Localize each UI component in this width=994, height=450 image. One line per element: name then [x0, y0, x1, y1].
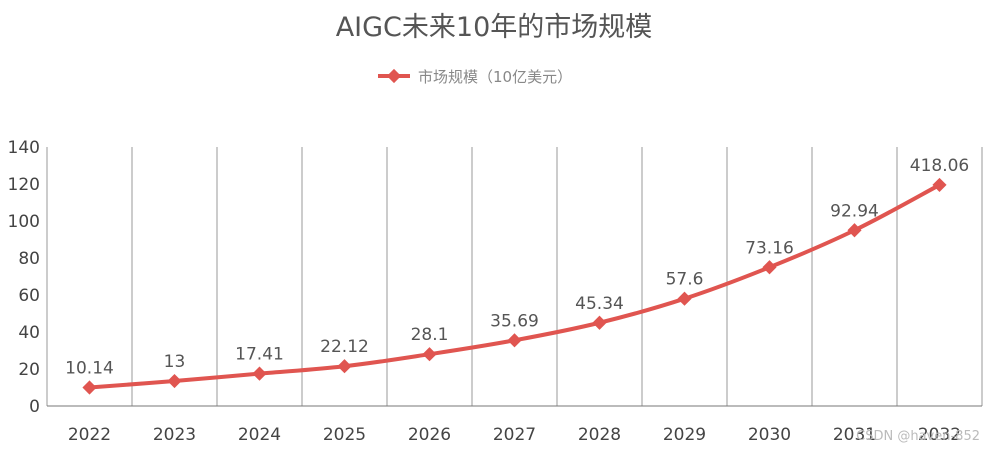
data-point-marker — [252, 366, 267, 381]
y-tick-label: 20 — [18, 360, 40, 380]
y-tick-label: 0 — [29, 397, 40, 417]
data-point-marker — [932, 177, 947, 192]
x-tick-label: 2029 — [663, 425, 706, 445]
data-point-marker — [337, 359, 352, 374]
data-point-marker — [507, 333, 522, 348]
data-point-marker — [847, 223, 862, 238]
data-point-marker — [677, 291, 692, 306]
y-tick-label: 60 — [18, 286, 40, 306]
y-tick-label: 140 — [8, 138, 40, 158]
data-label: 22.12 — [320, 337, 369, 357]
data-label: 418.06 — [910, 156, 969, 176]
data-label: 17.41 — [235, 345, 284, 365]
y-tick-label: 100 — [8, 212, 40, 232]
legend-diamond-marker — [386, 68, 402, 84]
x-tick-label: 2027 — [493, 425, 536, 445]
x-tick-label: 2023 — [153, 425, 196, 445]
chart-title: AIGC未来10年的市场规模 — [336, 12, 653, 43]
data-label: 57.6 — [666, 270, 704, 290]
data-point-marker — [592, 315, 607, 330]
data-label: 45.34 — [575, 294, 624, 314]
watermark: CSDN @haven-852 — [856, 429, 980, 444]
data-label: 35.69 — [490, 311, 539, 331]
y-tick-label: 40 — [18, 323, 40, 343]
series-market-size — [82, 177, 947, 395]
y-tick-label: 80 — [18, 249, 40, 269]
x-tick-label: 2031 — [833, 425, 876, 445]
data-label: 13 — [164, 352, 186, 372]
x-tick-label: 2032 — [918, 425, 961, 445]
grid-lines — [46, 147, 983, 406]
data-point-marker — [762, 260, 777, 275]
data-label: 92.94 — [830, 201, 879, 221]
y-tick-label: 120 — [8, 175, 40, 195]
legend-label: 市场规模（10亿美元） — [418, 68, 572, 86]
x-tick-label: 2026 — [408, 425, 451, 445]
data-label: 10.14 — [65, 359, 114, 379]
x-axis-ticks: 2022 2023 2024 2025 2026 2027 2028 2029 2030 2031… — [68, 425, 961, 445]
x-tick-label: 2025 — [323, 425, 366, 445]
y-axis-ticks: 0 20 40 60 80 100 120 140 — [8, 138, 40, 417]
data-point-marker — [82, 380, 97, 395]
data-label: 73.16 — [745, 238, 794, 258]
data-point-marker — [167, 373, 182, 389]
data-point-marker — [422, 347, 437, 362]
x-tick-label: 2028 — [578, 425, 621, 445]
legend: 市场规模（10亿美元） — [378, 68, 572, 86]
x-tick-label: 2022 — [68, 425, 111, 445]
data-label: 28.1 — [411, 325, 449, 345]
x-tick-label: 2030 — [748, 425, 791, 445]
data-labels: 10.14 13 17.41 22.12 28.1 35.69 45.34 57.6 73.16… — [65, 156, 969, 379]
x-tick-label: 2024 — [238, 425, 281, 445]
